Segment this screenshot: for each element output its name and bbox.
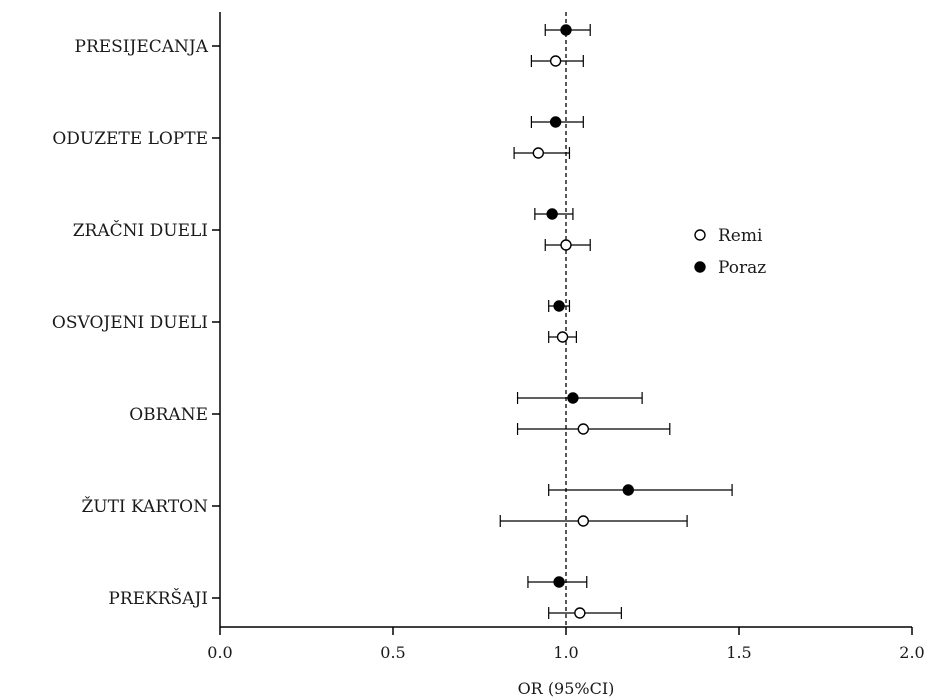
legend: Remi Poraz xyxy=(694,226,766,278)
point-poraz xyxy=(553,576,565,588)
point-remi xyxy=(560,239,572,251)
point-remi xyxy=(556,331,569,343)
point-poraz xyxy=(560,24,572,36)
category-label: OBRANE xyxy=(129,405,208,425)
plot-area xyxy=(499,12,733,627)
point-poraz xyxy=(553,300,565,312)
legend-label: Remi xyxy=(718,226,763,246)
legend-label: Poraz xyxy=(718,258,766,278)
x-tick-label: 2.0 xyxy=(899,643,924,662)
category-label: PREKRŠAJI xyxy=(108,588,208,609)
category-label: ODUZETE LOPTE xyxy=(52,129,208,149)
x-axis: 0.0 0.5 1.0 1.5 2.0 xyxy=(207,626,925,662)
x-tick-label: 1.0 xyxy=(553,643,578,662)
point-poraz xyxy=(567,392,579,404)
x-tick-label: 0.5 xyxy=(380,643,405,662)
point-remi xyxy=(577,423,589,435)
point-remi xyxy=(577,515,589,527)
point-poraz xyxy=(546,208,558,220)
category-label: ZRAČNI DUELI xyxy=(73,220,208,241)
legend-marker-poraz xyxy=(694,261,706,273)
x-tick-label: 0.0 xyxy=(207,643,232,662)
point-remi xyxy=(574,607,586,619)
point-poraz xyxy=(622,484,634,496)
category-label: ŽUTI KARTON xyxy=(81,496,208,517)
legend-marker-remi xyxy=(694,229,706,241)
category-label: PRESIJECANJA xyxy=(75,37,209,57)
point-remi xyxy=(549,55,562,67)
x-tick-label: 1.5 xyxy=(726,643,751,662)
point-poraz xyxy=(549,116,562,128)
point-remi xyxy=(532,147,545,159)
y-axis: PRESIJECANJA ODUZETE LOPTE ZRAČNI DUELI OSV… xyxy=(52,12,221,627)
category-label: OSVOJENI DUELI xyxy=(52,313,208,333)
x-axis-title: OR (95%CI) xyxy=(518,679,615,698)
